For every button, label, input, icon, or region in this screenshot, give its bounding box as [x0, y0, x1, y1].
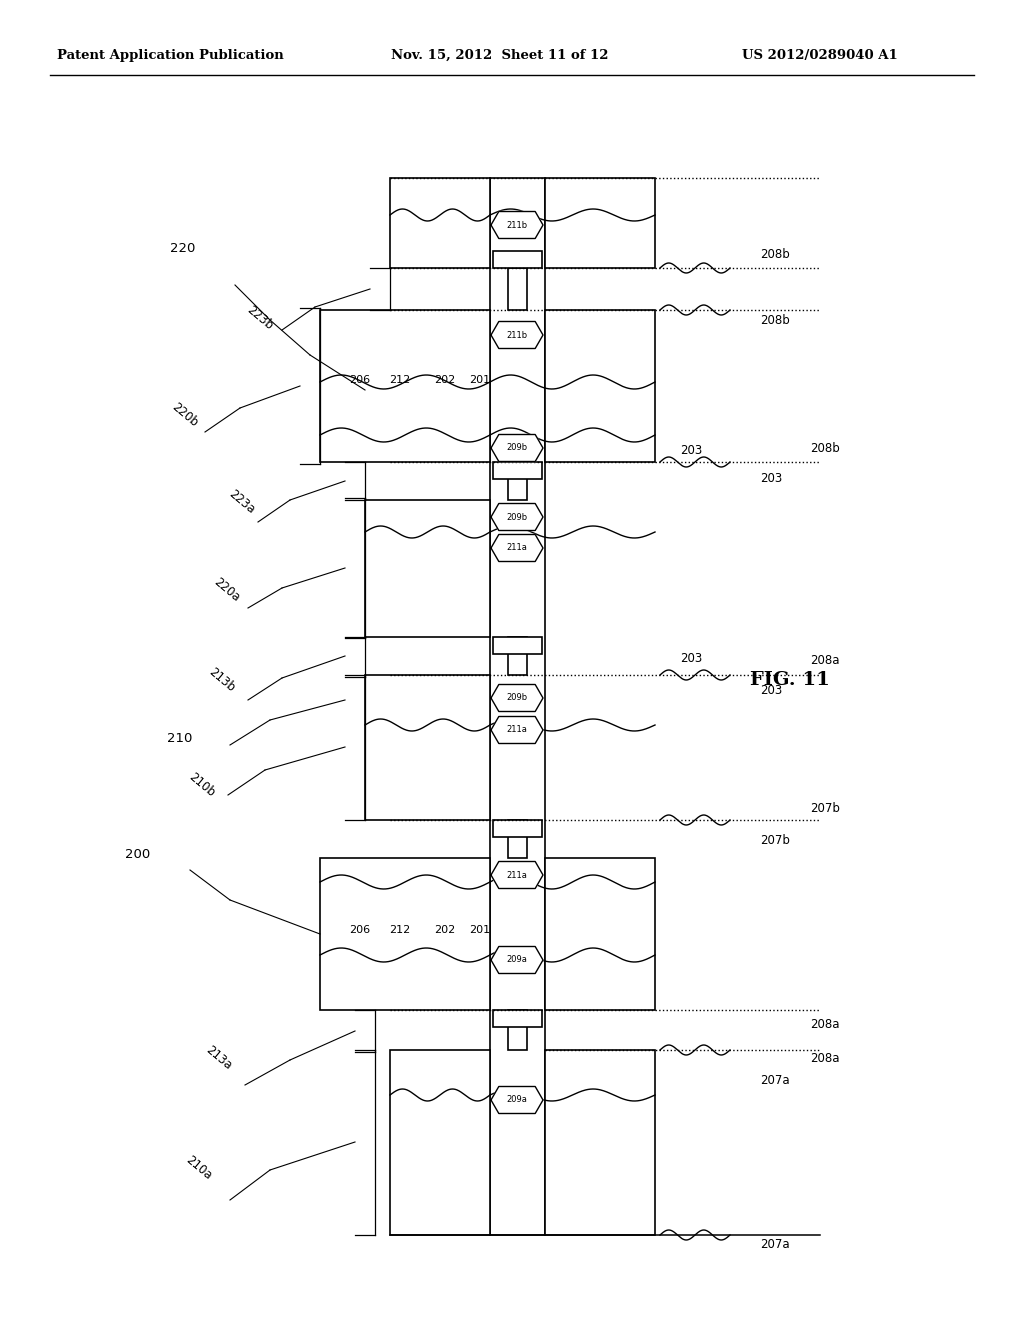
Bar [319, 858, 490, 1010]
Polygon shape [490, 717, 543, 743]
Text: 211a: 211a [507, 726, 527, 734]
Text: 208a: 208a [810, 1052, 840, 1064]
Bar [545, 858, 655, 1010]
Text: 208a: 208a [810, 653, 840, 667]
Text: 213a: 213a [203, 1044, 234, 1073]
Bar [390, 1049, 490, 1236]
Text: 211b: 211b [507, 330, 527, 339]
Bar [390, 178, 490, 268]
Text: 212: 212 [389, 375, 411, 385]
Polygon shape [490, 685, 543, 711]
Bar [365, 675, 490, 820]
Bar [545, 178, 655, 268]
Text: Patent Application Publication: Patent Application Publication [56, 49, 284, 62]
Text: 208b: 208b [760, 314, 790, 326]
Text: 223a: 223a [226, 487, 257, 516]
Polygon shape [490, 211, 543, 239]
Text: 210b: 210b [185, 771, 217, 800]
Text: 210: 210 [167, 731, 193, 744]
Text: 223b: 223b [244, 304, 275, 333]
Text: 201: 201 [469, 925, 490, 935]
Polygon shape [490, 535, 543, 561]
Text: 209a: 209a [507, 1096, 527, 1105]
Polygon shape [490, 503, 543, 531]
Text: 206: 206 [349, 375, 371, 385]
Text: 202: 202 [434, 375, 456, 385]
Bar [508, 1010, 527, 1049]
Bar [545, 310, 655, 462]
Bar [508, 638, 527, 675]
Bar [365, 500, 490, 638]
Text: 203: 203 [760, 684, 782, 697]
Text: 220: 220 [170, 242, 195, 255]
Text: 207a: 207a [760, 1073, 790, 1086]
Text: 210a: 210a [183, 1154, 214, 1183]
Text: 220a: 220a [211, 576, 242, 605]
Bar [493, 251, 542, 268]
Text: Nov. 15, 2012  Sheet 11 of 12: Nov. 15, 2012 Sheet 11 of 12 [391, 49, 608, 62]
Text: 203: 203 [680, 444, 702, 457]
Polygon shape [490, 1086, 543, 1114]
Bar [508, 462, 527, 500]
Text: US 2012/0289040 A1: US 2012/0289040 A1 [742, 49, 898, 62]
Bar [508, 268, 527, 310]
Bar [493, 462, 542, 479]
Text: 211b: 211b [507, 220, 527, 230]
Text: 220b: 220b [169, 400, 200, 429]
Text: 209a: 209a [507, 956, 527, 965]
Text: 211a: 211a [507, 870, 527, 879]
Text: 211a: 211a [507, 544, 527, 553]
Polygon shape [490, 434, 543, 462]
Text: 206: 206 [349, 925, 371, 935]
Text: 208a: 208a [810, 1019, 840, 1031]
Text: 203: 203 [760, 471, 782, 484]
Bar [545, 1049, 655, 1236]
Text: FIG. 11: FIG. 11 [750, 671, 829, 689]
Bar [493, 638, 542, 653]
Bar [319, 310, 490, 462]
Text: 208b: 208b [760, 248, 790, 261]
Text: 208b: 208b [810, 441, 840, 454]
Text: 209b: 209b [507, 444, 527, 453]
Text: 212: 212 [389, 925, 411, 935]
Text: 209b: 209b [507, 693, 527, 702]
Polygon shape [490, 862, 543, 888]
Text: 207b: 207b [810, 801, 840, 814]
Text: 207a: 207a [760, 1238, 790, 1251]
Text: 201: 201 [469, 375, 490, 385]
Text: 200: 200 [125, 849, 150, 862]
Bar [493, 1010, 542, 1027]
Polygon shape [490, 946, 543, 974]
Bar [493, 820, 542, 837]
Text: 203: 203 [680, 652, 702, 664]
Text: 207b: 207b [760, 833, 790, 846]
Bar [490, 178, 545, 1236]
Text: 209b: 209b [507, 512, 527, 521]
Text: 202: 202 [434, 925, 456, 935]
Text: 213b: 213b [206, 665, 237, 694]
Bar [508, 820, 527, 858]
Polygon shape [490, 322, 543, 348]
